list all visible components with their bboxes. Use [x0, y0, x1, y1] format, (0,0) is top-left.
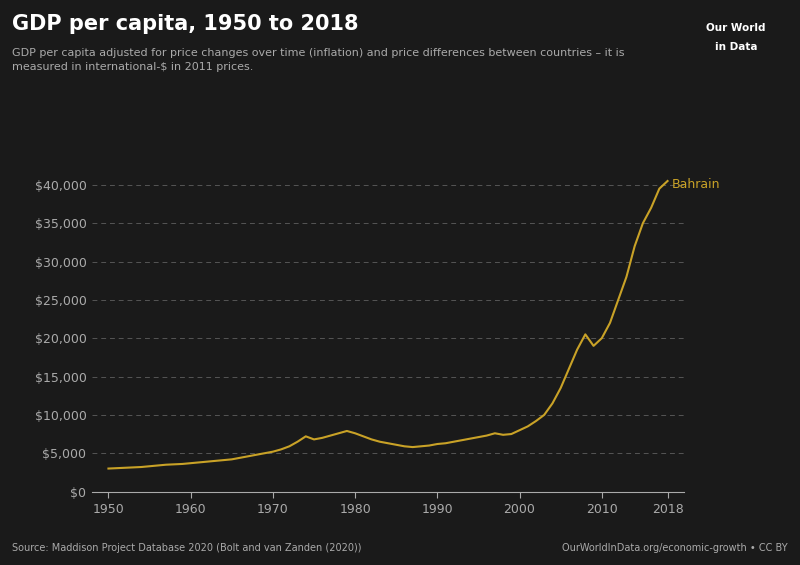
Text: in Data: in Data	[714, 42, 758, 53]
Text: Source: Maddison Project Database 2020 (Bolt and van Zanden (2020)): Source: Maddison Project Database 2020 (…	[12, 542, 362, 553]
Text: GDP per capita, 1950 to 2018: GDP per capita, 1950 to 2018	[12, 14, 358, 34]
Text: Our World: Our World	[706, 23, 766, 33]
Text: Bahrain: Bahrain	[672, 179, 720, 192]
Text: GDP per capita adjusted for price changes over time (inflation) and price differ: GDP per capita adjusted for price change…	[12, 48, 625, 72]
Text: OurWorldInData.org/economic-growth • CC BY: OurWorldInData.org/economic-growth • CC …	[562, 542, 788, 553]
